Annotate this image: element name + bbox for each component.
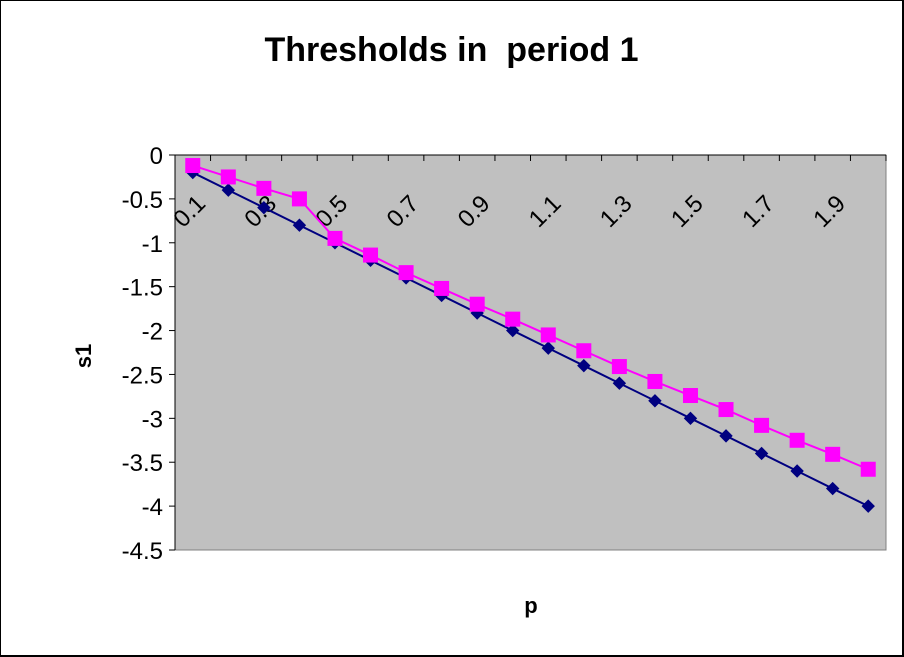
series-1-point — [221, 183, 236, 197]
y-tick-label: -4.5 — [122, 538, 163, 565]
series-1-point — [861, 499, 875, 513]
series-2-point — [682, 388, 698, 404]
series-2-point — [647, 373, 663, 389]
series-2-point — [825, 446, 841, 462]
series-2-point — [860, 461, 876, 477]
series-1-point — [648, 394, 662, 408]
series-2-point — [469, 296, 485, 312]
series-2-point — [611, 359, 627, 375]
series-1-point — [790, 464, 804, 478]
series-2-point — [327, 230, 343, 246]
chart-title: Thresholds in period 1 — [264, 31, 639, 69]
y-tick-label: -3.5 — [122, 450, 163, 477]
series-2-point — [256, 180, 272, 196]
series-2-point — [220, 169, 236, 185]
series-2-point — [540, 327, 556, 343]
y-tick-label: -2 — [142, 319, 163, 346]
y-tick-label: -1 — [142, 231, 163, 258]
series-2-point — [398, 265, 414, 281]
series-2-point — [434, 280, 450, 296]
series-1-point — [825, 481, 840, 496]
series-1-point — [577, 358, 591, 373]
series-2-point — [291, 191, 307, 207]
series-1-point — [754, 446, 769, 461]
y-tick-label: -0.5 — [122, 187, 163, 214]
series-2-point — [363, 247, 379, 263]
y-tick-label: -2.5 — [122, 362, 163, 389]
y-tick-label: -3 — [142, 406, 163, 433]
series-1-point — [612, 376, 627, 390]
plot-area — [174, 154, 887, 551]
series-1-point — [719, 429, 733, 443]
y-tick-label: -1.5 — [122, 275, 163, 302]
series-2-point — [576, 343, 592, 359]
series-1-point — [257, 200, 271, 215]
x-axis-label: p — [524, 593, 538, 618]
series-1-point — [506, 323, 520, 338]
series-2-point — [789, 432, 805, 448]
series-1-point — [683, 411, 698, 426]
series-2-point — [754, 417, 770, 433]
series-2 — [185, 158, 876, 477]
series-2-point — [505, 311, 521, 327]
series-2-point — [718, 402, 734, 418]
series-1-line — [192, 171, 869, 508]
y-tick-label: -4 — [142, 494, 163, 521]
y-tick-label: 0 — [150, 143, 163, 170]
series-layer — [185, 158, 876, 513]
series-1-point — [541, 341, 555, 355]
series-1-point — [292, 218, 307, 232]
y-axis: 0 -0.5 -1 -1.5 -2 -2.5 -3 -3.5 -4 -4.5 — [122, 143, 176, 565]
series-2-point — [185, 158, 201, 174]
